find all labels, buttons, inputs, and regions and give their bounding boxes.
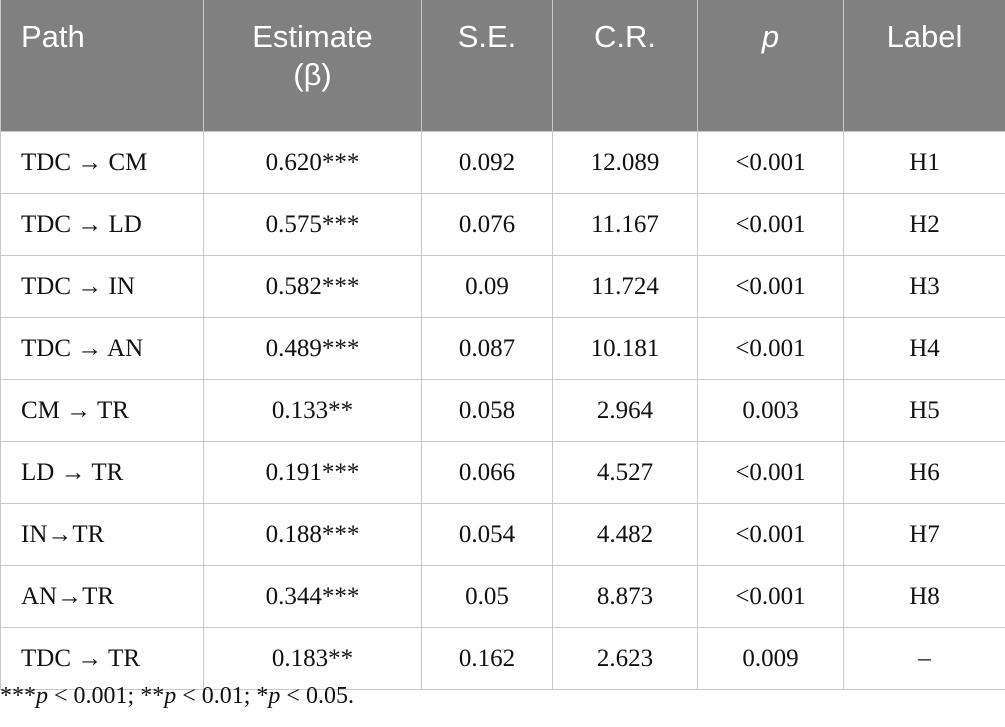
table-cell: <0.001 (697, 565, 844, 628)
table-row: LD → TR 0.191*** 0.066 4.527 <0.001 H6 (0, 441, 1005, 504)
table-cell: <0.001 (697, 441, 844, 504)
table-cell: 0.575*** (203, 193, 422, 256)
footnote-text: p (36, 683, 48, 709)
header-text: Estimate (β) (252, 19, 373, 92)
table-cell: 10.181 (552, 317, 698, 380)
footnote-text: p (164, 683, 177, 709)
table-cell: 4.527 (552, 441, 698, 504)
table-cell: TDC → IN (0, 255, 204, 318)
table-cell: 11.724 (552, 255, 698, 318)
column-header: S.E. (421, 0, 553, 132)
table-cell: 0.003 (697, 379, 844, 442)
table-cell: 2.623 (552, 627, 698, 690)
table-row: AN→TR 0.344*** 0.05 8.873 <0.001 H8 (0, 565, 1005, 628)
footnote-text: < 0.05. (280, 683, 354, 709)
results-table: Path Estimate (β) S.E. C.R. p Label TDC → CM 0… (0, 0, 1005, 690)
table-cell: 0.066 (421, 441, 553, 504)
table-cell: 0.188*** (203, 503, 422, 566)
header-text: S.E. (457, 19, 517, 54)
footnote-text: < 0.01; * (176, 683, 269, 709)
table-cell: TDC → CM (0, 131, 204, 194)
table-cell: 2.964 (552, 379, 698, 442)
table-cell: 11.167 (552, 193, 698, 256)
table-cell: 0.058 (421, 379, 553, 442)
header-text: Label (886, 19, 963, 54)
table-row: TDC → IN 0.582*** 0.09 11.724 <0.001 H3 (0, 255, 1005, 318)
table-cell: 0.054 (421, 503, 553, 566)
table-cell: 0.133** (203, 379, 422, 442)
column-header: Estimate (β) (203, 0, 422, 132)
table-cell: 0.344*** (203, 565, 422, 628)
table-cell: 4.482 (552, 503, 698, 566)
column-header: p (697, 0, 844, 132)
table-cell: AN→TR (0, 565, 204, 628)
table-cell: 0.489*** (203, 317, 422, 380)
table-cell: <0.001 (697, 193, 844, 256)
table-cell: IN→TR (0, 503, 204, 566)
table-cell: H8 (843, 565, 1005, 628)
table-body: TDC → CM 0.620*** 0.092 12.089 <0.001 H1 TDC →… (0, 131, 1005, 690)
table-row: CM → TR 0.133** 0.058 2.964 0.003 H5 (0, 379, 1005, 442)
table-cell: H4 (843, 317, 1005, 380)
table-cell: LD → TR (0, 441, 204, 504)
table-cell: <0.001 (697, 255, 844, 318)
table-cell: <0.001 (697, 131, 844, 194)
table-cell: H7 (843, 503, 1005, 566)
footnote-text: p (268, 683, 281, 709)
table-header: Path Estimate (β) S.E. C.R. p Label (0, 0, 1005, 132)
table-cell: CM → TR (0, 379, 204, 442)
table-cell: 0.009 (697, 627, 844, 690)
table-cell: 0.087 (421, 317, 553, 380)
table-cell: H6 (843, 441, 1005, 504)
header-text: Path (21, 19, 85, 54)
table-cell: H3 (843, 255, 1005, 318)
table-cell: TDC → TR (0, 627, 204, 690)
table-row: IN→TR 0.188*** 0.054 4.482 <0.001 H7 (0, 503, 1005, 566)
table-cell: <0.001 (697, 317, 844, 380)
table-cell: 0.620*** (203, 131, 422, 194)
table-row: TDC → AN 0.489*** 0.087 10.181 <0.001 H4 (0, 317, 1005, 380)
table-cell: 8.873 (552, 565, 698, 628)
footnote: ***p < 0.001; **p < 0.01; *p < 0.05. (0, 683, 354, 710)
header-text: p (761, 19, 780, 54)
table-row: TDC → CM 0.620*** 0.092 12.089 <0.001 H1 (0, 131, 1005, 194)
table-cell: H5 (843, 379, 1005, 442)
column-header: Path (0, 0, 204, 132)
table-cell: <0.001 (697, 503, 844, 566)
table-cell: TDC → LD (0, 193, 204, 256)
table-cell: 0.582*** (203, 255, 422, 318)
table-row: TDC → TR 0.183** 0.162 2.623 0.009– (0, 627, 1005, 690)
header-row: Path Estimate (β) S.E. C.R. p Label (0, 0, 1005, 132)
table-cell: 0.092 (421, 131, 553, 194)
table-cell: 0.183** (203, 627, 422, 690)
table-cell: 0.162 (421, 627, 553, 690)
table-cell: 0.191*** (203, 441, 422, 504)
table-cell: 12.089 (552, 131, 698, 194)
table-cell: 0.09 (421, 255, 553, 318)
footnote-text: < 0.001; ** (48, 683, 165, 709)
header-text: C.R. (594, 19, 656, 54)
footnote-text: *** (0, 683, 36, 709)
table-cell: TDC → AN (0, 317, 204, 380)
column-header: C.R. (552, 0, 698, 132)
table-row: TDC → LD 0.575*** 0.076 11.167 <0.001 H2 (0, 193, 1005, 256)
table-cell: – (843, 627, 1005, 690)
table-cell: 0.076 (421, 193, 553, 256)
table-cell: 0.05 (421, 565, 553, 628)
table-cell: H1 (843, 131, 1005, 194)
table-cell: H2 (843, 193, 1005, 256)
column-header: Label (843, 0, 1005, 132)
